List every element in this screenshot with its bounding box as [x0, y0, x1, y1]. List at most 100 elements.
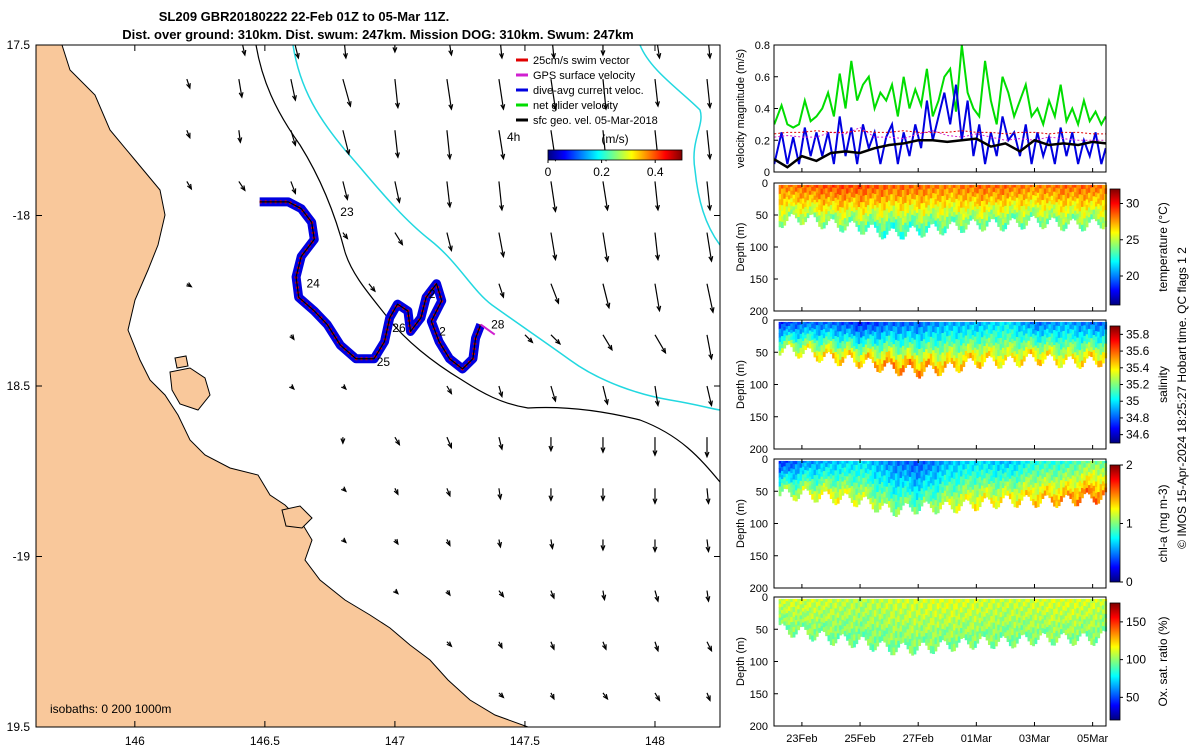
section-cell [1022, 620, 1026, 626]
section-cell [1099, 354, 1103, 362]
section-cell [932, 604, 935, 612]
section-cell [957, 471, 961, 479]
arrow-shaft [498, 79, 505, 110]
section-cell [925, 460, 928, 465]
arrow-head [448, 49, 454, 57]
section-cell [983, 223, 987, 231]
section-cell [980, 200, 984, 208]
section-cell [948, 464, 952, 471]
section-cell [985, 613, 989, 620]
section-cell [792, 343, 796, 348]
section-cell [874, 343, 877, 351]
section-cell [892, 211, 896, 218]
section-cell [1074, 321, 1077, 326]
section-cell [790, 617, 794, 623]
section-cell [890, 347, 894, 354]
section-cell [829, 460, 833, 465]
section-cell [822, 338, 826, 344]
section-cell [1064, 476, 1068, 482]
section-cell [943, 469, 947, 476]
section-cell [832, 343, 835, 350]
section-cell [820, 472, 824, 478]
section-cell [829, 349, 833, 355]
section-cell [801, 615, 805, 620]
section-ylabel: Depth (m) [735, 223, 747, 272]
section-cell [904, 486, 908, 493]
section-cell [927, 353, 931, 360]
section-cell [801, 474, 805, 479]
section-cell [827, 184, 831, 189]
arrow-shaft [552, 45, 555, 59]
section-cell [1011, 348, 1015, 354]
section-cell [869, 353, 873, 359]
section-cell [841, 463, 845, 469]
section-cell [829, 463, 833, 470]
section-cell [1057, 355, 1061, 363]
section-cell [913, 321, 917, 328]
section-cell [850, 628, 854, 636]
section-cell [818, 199, 822, 206]
section-cell [1057, 612, 1061, 618]
section-cell [1078, 326, 1082, 333]
section-cell [1034, 477, 1038, 484]
section-cell [853, 603, 856, 611]
arrow-head [655, 101, 660, 108]
section-cell [1025, 606, 1029, 613]
section-cell [778, 481, 782, 488]
section-cell [813, 460, 817, 465]
section-ylabel: Depth (m) [735, 360, 747, 409]
section-cell [1055, 613, 1059, 621]
section-cell [1057, 622, 1061, 629]
section-cell [985, 334, 989, 340]
section-cell [1034, 471, 1038, 478]
section-cell [943, 602, 947, 609]
section-cell [1099, 325, 1103, 333]
section-cell [1074, 192, 1077, 198]
section-cell [894, 359, 898, 367]
section-cell [1050, 485, 1054, 492]
isobath-1000m-north [639, 45, 720, 246]
section-cell [941, 498, 945, 505]
section-cell [822, 609, 826, 615]
section-cell [887, 488, 891, 496]
section-cell [869, 460, 873, 466]
section-cell [887, 637, 891, 646]
section-cell [1034, 501, 1038, 508]
section-cell [887, 340, 891, 347]
section-cell [820, 626, 824, 631]
section-cell [892, 188, 896, 195]
section-cell [1071, 344, 1075, 350]
section-cell [829, 608, 833, 616]
section-cell [848, 197, 852, 204]
section-cell [857, 344, 861, 351]
arrow-head [652, 546, 658, 553]
section-cell [878, 483, 882, 491]
section-cell [992, 483, 996, 490]
section-cell [1039, 337, 1042, 344]
section-cell [883, 608, 887, 615]
section-cell [804, 484, 808, 489]
section-cell [901, 602, 905, 609]
section-cell [911, 626, 915, 634]
section-cell [874, 361, 877, 369]
section-cell [811, 347, 815, 353]
section-cell [941, 464, 945, 471]
section-cell [932, 188, 935, 194]
section-cell [978, 494, 982, 502]
arrow-shaft [498, 385, 503, 397]
section-cell [894, 631, 898, 639]
section-cell [876, 633, 880, 641]
section-cell [862, 227, 866, 235]
section-cell [925, 490, 928, 497]
section-cell [899, 490, 903, 498]
section-cell [941, 470, 945, 477]
arrow-head [341, 486, 347, 493]
section-cell [1057, 607, 1061, 613]
geo-velocity-arrow [600, 437, 606, 454]
section-cell [1011, 321, 1015, 326]
section-cell [1027, 196, 1031, 203]
section-cell [1027, 598, 1031, 604]
section-cell [1027, 192, 1031, 198]
section-cell [985, 477, 989, 484]
